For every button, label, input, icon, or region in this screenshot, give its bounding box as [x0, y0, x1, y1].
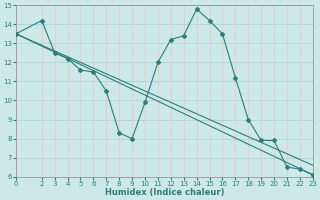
X-axis label: Humidex (Indice chaleur): Humidex (Indice chaleur): [105, 188, 224, 197]
